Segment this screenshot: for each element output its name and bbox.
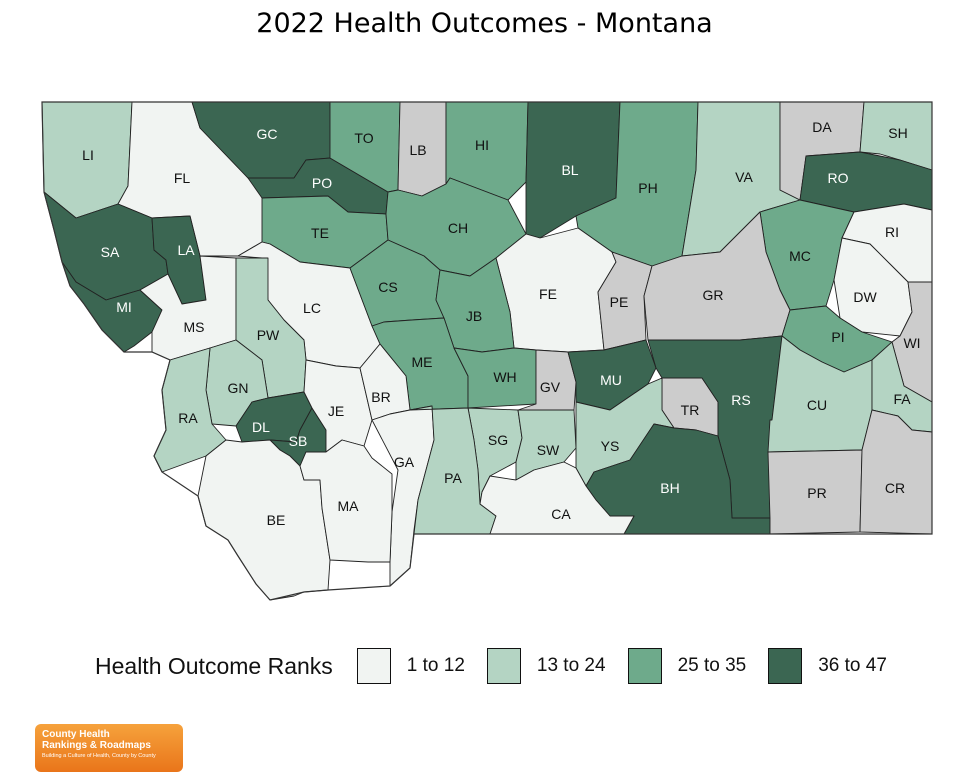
county-label-je: JE bbox=[328, 403, 344, 419]
county-label-fl: FL bbox=[174, 170, 191, 186]
legend-item-13-to-24: 13 to 24 bbox=[486, 648, 616, 684]
county-label-me: ME bbox=[412, 354, 433, 370]
county-label-ms: MS bbox=[184, 319, 205, 335]
county-label-cr: CR bbox=[885, 480, 905, 496]
county-label-pe: PE bbox=[610, 294, 629, 310]
legend-swatch bbox=[627, 648, 662, 684]
legend-label: 13 to 24 bbox=[536, 655, 606, 676]
county-label-fe: FE bbox=[539, 286, 557, 302]
legend-label: 1 to 12 bbox=[406, 655, 465, 676]
logo-text: Rankings & Roadmaps bbox=[42, 740, 151, 751]
county-label-sw: SW bbox=[537, 442, 560, 458]
county-label-pi: PI bbox=[831, 329, 844, 345]
legend-item-36-to-47: 36 to 47 bbox=[768, 648, 897, 684]
county-label-ra: RA bbox=[178, 410, 198, 426]
county-label-te: TE bbox=[311, 225, 329, 241]
county-label-ga: GA bbox=[394, 454, 415, 470]
county-label-dl: DL bbox=[252, 419, 270, 435]
county-label-sh: SH bbox=[888, 125, 907, 141]
state-outline bbox=[41, 101, 933, 601]
county-label-cs: CS bbox=[378, 279, 397, 295]
county-label-va: VA bbox=[735, 169, 753, 185]
county-label-sb: SB bbox=[289, 433, 308, 449]
county-label-be: BE bbox=[267, 512, 286, 528]
county-label-pr: PR bbox=[807, 485, 826, 501]
legend-item-25-to-35: 25 to 35 bbox=[627, 648, 757, 684]
logo-text: County Health bbox=[42, 729, 110, 740]
county-label-to: TO bbox=[354, 130, 373, 146]
county-label-lb: LB bbox=[409, 142, 426, 158]
county-label-mc: MC bbox=[789, 248, 811, 264]
county-gr[interactable] bbox=[643, 211, 791, 341]
county-label-lc: LC bbox=[303, 300, 321, 316]
county-ma[interactable] bbox=[299, 439, 393, 563]
map-title: 2022 Health Outcomes - Montana bbox=[256, 8, 713, 39]
legend-label: 25 to 35 bbox=[677, 655, 747, 676]
county-label-gc: GC bbox=[257, 126, 278, 142]
county-label-bl: BL bbox=[561, 162, 578, 178]
county-label-pw: PW bbox=[257, 327, 280, 343]
county-pr[interactable] bbox=[767, 449, 863, 535]
county-label-br: BR bbox=[371, 389, 390, 405]
legend: Health Outcome Ranks 1 to 12 13 to 24 25… bbox=[95, 646, 897, 686]
county-label-ca: CA bbox=[551, 506, 571, 522]
county-label-da: DA bbox=[812, 119, 832, 135]
county-label-ro: RO bbox=[828, 170, 849, 186]
county-label-cu: CU bbox=[807, 397, 827, 413]
county-label-fa: FA bbox=[893, 391, 911, 407]
county-label-bh: BH bbox=[660, 480, 679, 496]
county-label-gn: GN bbox=[228, 380, 249, 396]
county-label-pa: PA bbox=[444, 470, 462, 486]
county-label-ph: PH bbox=[638, 180, 657, 196]
county-label-gv: GV bbox=[540, 379, 561, 395]
county-label-gr: GR bbox=[703, 287, 724, 303]
county-label-tr: TR bbox=[681, 402, 700, 418]
legend-swatch bbox=[768, 648, 803, 684]
county-label-jb: JB bbox=[466, 308, 482, 324]
county-label-ma: MA bbox=[338, 498, 360, 514]
county-label-ri: RI bbox=[885, 224, 899, 240]
legend-label: 36 to 47 bbox=[818, 655, 887, 676]
county-label-hi: HI bbox=[475, 137, 489, 153]
logo-tagline: Building a Culture of Health, County by … bbox=[42, 753, 156, 759]
county-label-ch: CH bbox=[448, 220, 468, 236]
legend-item-1-to-12: 1 to 12 bbox=[356, 648, 475, 684]
county-label-dw: DW bbox=[853, 289, 877, 305]
legend-title: Health Outcome Ranks bbox=[95, 652, 333, 679]
county-label-wi: WI bbox=[903, 335, 920, 351]
county-label-rs: RS bbox=[731, 392, 750, 408]
county-ca[interactable] bbox=[479, 461, 635, 535]
county-label-ys: YS bbox=[601, 438, 620, 454]
county-label-po: PO bbox=[312, 175, 332, 191]
legend-swatch bbox=[486, 648, 521, 684]
county-label-wh: WH bbox=[493, 369, 516, 385]
county-label-sa: SA bbox=[101, 244, 120, 260]
county-label-mi: MI bbox=[116, 299, 132, 315]
legend-swatch bbox=[356, 648, 391, 684]
county-label-la: LA bbox=[177, 242, 195, 258]
county-cr[interactable] bbox=[859, 409, 933, 535]
county-label-li: LI bbox=[82, 147, 94, 163]
county-health-rankings-logo[interactable]: County Health Rankings & Roadmaps Buildi… bbox=[35, 724, 183, 772]
county-label-sg: SG bbox=[488, 432, 508, 448]
county-label-mu: MU bbox=[600, 372, 622, 388]
